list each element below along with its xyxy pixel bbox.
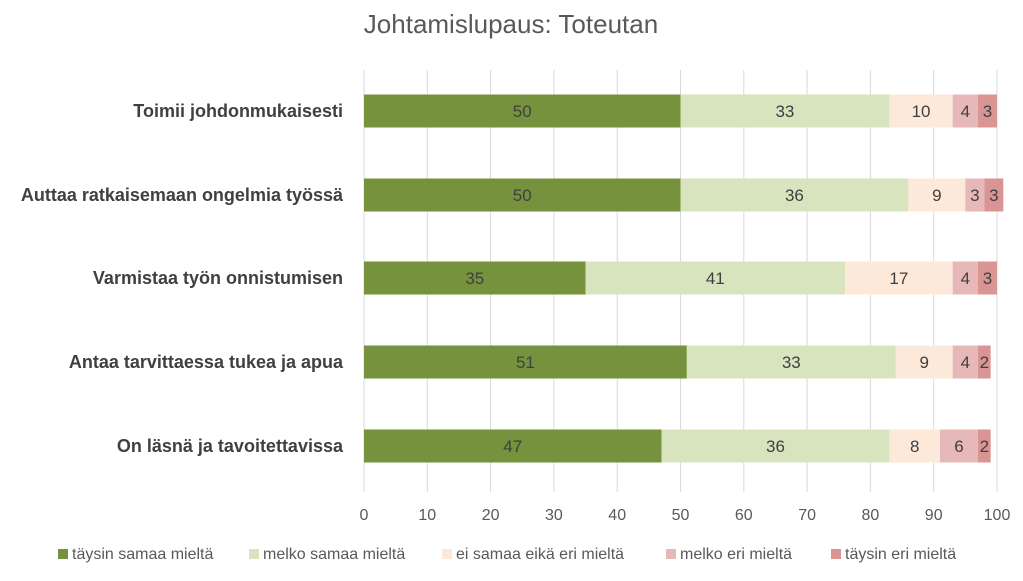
legend-label: ei samaa eikä eri mieltä <box>456 546 624 563</box>
bar-segment <box>908 178 966 212</box>
data-label: 41 <box>706 269 725 288</box>
data-label: 47 <box>503 437 522 456</box>
x-tick-label: 100 <box>984 507 1011 524</box>
data-label: 3 <box>989 186 998 205</box>
legend-label: melko samaa mieltä <box>263 546 405 563</box>
category-label: Auttaa ratkaisemaan ongelmia työssä <box>21 185 344 205</box>
bar-segment <box>940 429 979 463</box>
legend-label: täysin eri mieltä <box>845 546 956 563</box>
x-tick-label: 80 <box>862 507 880 524</box>
bar-segment <box>952 261 979 295</box>
category-labels: Toimii johdonmukaisesti Auttaa ratkaisema… <box>21 101 344 456</box>
x-tick-label: 60 <box>735 507 753 524</box>
bar-segment <box>895 345 953 379</box>
bar-segment <box>952 94 979 128</box>
legend-swatch <box>831 549 841 559</box>
bar-segment <box>965 178 985 212</box>
bar-segment <box>889 429 941 463</box>
data-label: 35 <box>465 269 484 288</box>
legend-swatch <box>58 549 68 559</box>
bar-segment <box>364 429 662 463</box>
x-tick-label: 0 <box>360 507 369 524</box>
bar-segment <box>978 429 991 463</box>
category-label: Toimii johdonmukaisesti <box>133 101 343 121</box>
bar-segment <box>984 178 1004 212</box>
category-label: On läsnä ja tavoitettavissa <box>117 436 344 456</box>
category-label: Varmistaa työn onnistumisen <box>93 268 343 288</box>
bar-segment <box>978 261 997 295</box>
data-label: 2 <box>980 437 989 456</box>
data-label: 36 <box>785 186 804 205</box>
data-label: 4 <box>961 102 970 121</box>
data-label: 3 <box>983 269 992 288</box>
data-label: 8 <box>910 437 919 456</box>
bar-segment <box>364 178 681 212</box>
data-label: 2 <box>980 353 989 372</box>
x-tick-label: 10 <box>418 507 436 524</box>
data-label: 33 <box>775 102 794 121</box>
chart-title: Johtamislupaus: Toteutan <box>364 9 658 39</box>
bar-segment <box>364 261 586 295</box>
x-tick-label: 20 <box>482 507 500 524</box>
data-label: 6 <box>954 437 963 456</box>
data-label: 50 <box>513 102 532 121</box>
bar-segment <box>845 261 953 295</box>
legend: täysin samaa mieltä melko samaa mieltä ei … <box>58 546 956 563</box>
bar-segment <box>889 94 953 128</box>
bar-segment <box>680 94 890 128</box>
data-label: 4 <box>961 353 970 372</box>
data-label: 33 <box>782 353 801 372</box>
x-tick-label: 70 <box>798 507 816 524</box>
legend-swatch <box>249 549 259 559</box>
data-label: 51 <box>516 353 535 372</box>
x-tick-label: 40 <box>608 507 626 524</box>
legend-label: täysin samaa mieltä <box>72 546 213 563</box>
bar-segment <box>978 94 997 128</box>
bar-segment <box>978 345 991 379</box>
legend-swatch <box>666 549 676 559</box>
bar-segment <box>661 429 890 463</box>
bars: 50 33 10 4 350 36 9 3 335 41 17 4 351 33 9 4 247 36 8 6 2 <box>364 94 1004 463</box>
data-label: 9 <box>919 353 928 372</box>
category-label: Antaa tarvittaessa tukea ja apua <box>69 352 344 372</box>
legend-label: melko eri mieltä <box>680 546 792 563</box>
data-label: 9 <box>932 186 941 205</box>
data-label: 3 <box>983 102 992 121</box>
data-label: 50 <box>513 186 532 205</box>
x-tick-label: 30 <box>545 507 563 524</box>
bar-segment <box>585 261 846 295</box>
legend-swatch <box>442 549 452 559</box>
data-label: 17 <box>889 269 908 288</box>
data-label: 36 <box>766 437 785 456</box>
bar-segment <box>364 345 687 379</box>
bar-segment <box>686 345 896 379</box>
data-label: 3 <box>970 186 979 205</box>
x-axis-ticks: 0 10 20 30 40 50 60 70 80 90 100 <box>360 507 1011 524</box>
bar-segment <box>952 345 979 379</box>
x-tick-label: 90 <box>925 507 943 524</box>
bar-segment <box>680 178 909 212</box>
data-label: 4 <box>961 269 970 288</box>
data-label: 10 <box>912 102 931 121</box>
x-tick-label: 50 <box>672 507 690 524</box>
bar-segment <box>364 94 681 128</box>
